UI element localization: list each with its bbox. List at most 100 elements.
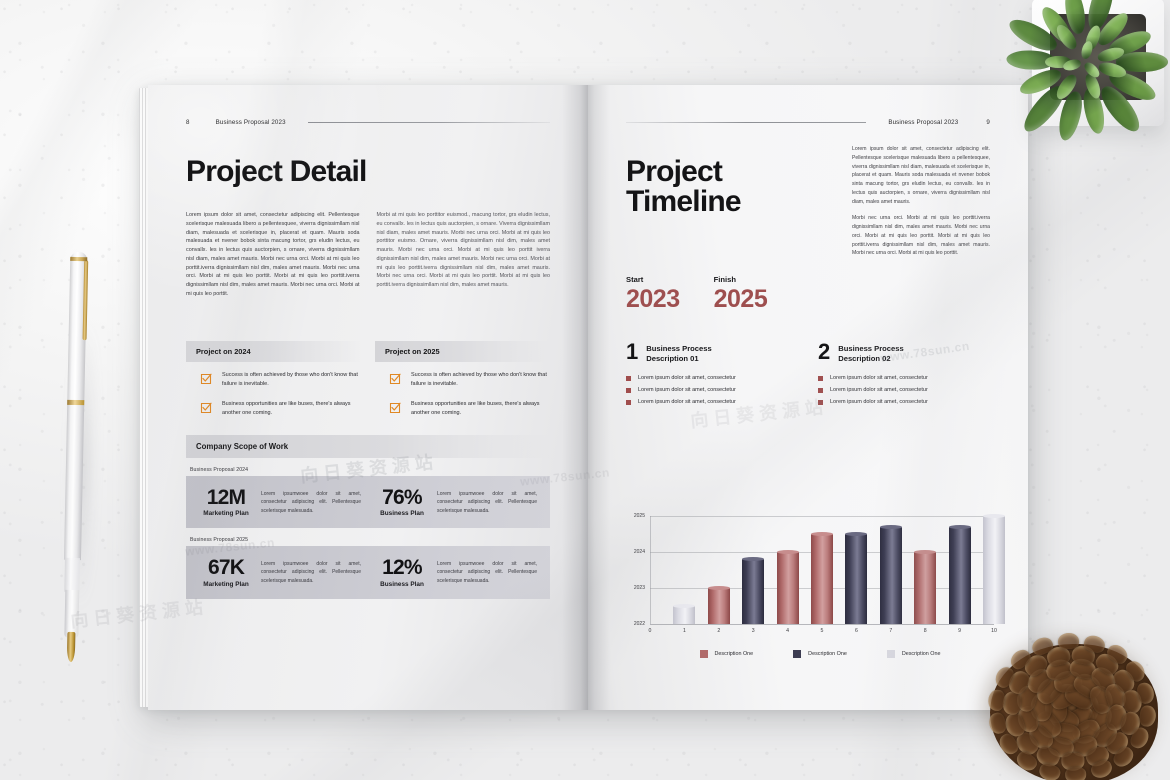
square-bullet-icon [818, 399, 823, 405]
chart-legend-label: Description One [808, 651, 847, 657]
stat-caption: Marketing Plan [203, 580, 249, 588]
chart-plot-area: 2022 2023 2024 2025 [634, 513, 1005, 627]
chart-gridline [650, 516, 994, 517]
process-bullet-text: Lorem ipsum dolor sit amet, consectetur [830, 387, 928, 394]
start-label: Start [626, 275, 644, 284]
chart-bar-cap [776, 550, 799, 554]
chart-y-axis [650, 516, 651, 624]
chart-bars [650, 514, 1005, 624]
left-header-rule [307, 121, 550, 123]
chart-x-tick-label: 6 [854, 628, 858, 634]
start-year: 2023 [626, 285, 680, 313]
square-bullet-icon [818, 375, 823, 381]
chart-bar [673, 604, 696, 624]
chart-x-tick-label: 0 [648, 628, 652, 634]
left-intro-column-2: Morbi at mi quis leo porttitor euismod.,… [376, 212, 551, 288]
right-page: Business Proposal 2023 9 Project Timelin… [588, 85, 1028, 710]
process-bullet-text: Lorem ipsum dolor sit amet, consectetur [638, 387, 736, 394]
chart-bar-cap [845, 532, 868, 536]
process-title-line1: Business Process [838, 344, 904, 353]
chart-x-tick-label: 5 [820, 628, 824, 634]
stat-group-label: Business Proposal 2024 [190, 467, 249, 474]
finish-date-block: Finish 2025 [714, 275, 768, 312]
chart-x-tick-label: 1 [682, 628, 686, 634]
checkbox-check-icon [389, 372, 401, 384]
timeline-side-text: Lorem ipsum dolor sit amet, consectetur … [852, 145, 990, 312]
chart-bar [914, 550, 937, 624]
chart-bar [707, 586, 730, 624]
pine-cone-scale [1064, 766, 1087, 780]
chart-y-tick-label: 2023 [633, 585, 645, 591]
right-page-number: 9 [986, 118, 990, 126]
check-item-text: Business opportunities are like buses, t… [222, 400, 351, 417]
business-process-2: 2 Business Process Description 02 Lorem … [818, 340, 990, 411]
stat-cell: 76% Business Plan Lorem ipsumwoee dolor … [368, 487, 544, 518]
project-panel-2024: Project on 2024 Success is often achieve… [186, 340, 361, 430]
chart-bar [948, 524, 971, 624]
process-bullet: Lorem ipsum dolor sit amet, consectetur [626, 387, 798, 393]
stat-description: Lorem ipsumwoee dolor sit amet, consecte… [437, 561, 537, 584]
chart-y-tick-label: 2024 [633, 549, 645, 555]
left-page-number: 8 [186, 118, 190, 126]
check-item-text: Success is often achieved by those who d… [222, 371, 358, 387]
square-bullet-icon [626, 375, 631, 381]
stat-band: 67K Marketing Plan Lorem ipsumwoee dolor… [186, 546, 550, 599]
pine-cone-scale [1057, 632, 1080, 650]
chart-bar-cap [983, 514, 1005, 518]
process-bullet-list: Lorem ipsum dolor sit amet, consectetur … [818, 375, 990, 405]
chart-legend-label: Description One [714, 651, 754, 657]
succulent-plant [986, 0, 1170, 188]
chart-x-axis: 0 1 2 3 4 5 6 7 8 9 10 [648, 624, 997, 638]
process-bullet-text: Lorem ipsum dolor sit amet, consectetur [638, 375, 736, 382]
chart-legend-label: Description One [901, 651, 941, 657]
panel-heading: Project on 2024 [186, 340, 361, 362]
side-paragraph-1: Lorem ipsum dolor sit amet, consectetur … [852, 146, 990, 205]
chart-bar [879, 524, 902, 624]
timeline-left-column: Project Timeline Start 2023 Finish 2025 [626, 145, 836, 312]
left-page-title: Project Detail [186, 155, 367, 188]
chart-legend-item: Description One [886, 650, 941, 658]
chart-bar [845, 532, 868, 624]
pine-cone [984, 630, 1170, 780]
process-bullet: Lorem ipsum dolor sit amet, consectetur [818, 399, 990, 405]
left-running-title: Business Proposal 2023 [215, 118, 286, 126]
right-running-title: Business Proposal 2023 [888, 118, 959, 126]
process-bullet-text: Lorem ipsum dolor sit amet, consectetur [830, 399, 928, 406]
chart-bar [742, 557, 765, 624]
stat-group-label: Business Proposal 2025 [190, 537, 249, 544]
chart-x-tick-label: 2 [717, 628, 721, 634]
stat-number: 67K [207, 556, 245, 580]
check-item: Business opportunities are like buses, t… [200, 400, 361, 418]
chart-y-tick-label: 2022 [633, 621, 645, 627]
panel-heading: Project on 2025 [375, 340, 550, 362]
finish-year: 2025 [713, 285, 768, 313]
process-bullet-text: Lorem ipsum dolor sit amet, consectetur [830, 375, 928, 382]
stat-caption: Business Plan [380, 580, 424, 588]
page-edge-stack [139, 88, 149, 707]
process-bullet: Lorem ipsum dolor sit amet, consectetur [626, 375, 798, 381]
check-item-text: Business opportunities are like buses, t… [411, 400, 540, 417]
stat-description: Lorem ipsumwoee dolor sit amet, consecte… [261, 561, 361, 584]
stat-caption: Business Plan [380, 510, 424, 518]
side-paragraph-2: Morbi nec urna orci. Morbi at mi quis le… [852, 215, 990, 257]
check-item: Business opportunities are like buses, t… [389, 400, 550, 418]
right-page-title: Project Timeline [626, 155, 742, 218]
panel-check-list: Success is often achieved by those who d… [375, 362, 550, 419]
stat-cell: 12% Business Plan Lorem ipsumwoee dolor … [368, 557, 544, 588]
square-bullet-icon [626, 387, 631, 393]
chart-x-tick-label: 8 [923, 628, 927, 634]
process-bullet: Lorem ipsum dolor sit amet, consectetur [626, 399, 798, 405]
process-bullet-list: Lorem ipsum dolor sit amet, consectetur … [626, 375, 798, 405]
process-bullet: Lorem ipsum dolor sit amet, consectetur [818, 387, 990, 393]
square-bullet-icon [626, 399, 631, 405]
stat-cell: 12M Marketing Plan Lorem ipsumwoee dolor… [192, 487, 368, 518]
checkbox-check-icon [200, 401, 212, 414]
chart-bar-cap [914, 550, 937, 554]
check-item: Success is often achieved by those who d… [200, 371, 361, 389]
stat-description: Lorem ipsumwoee dolor sit amet, consecte… [261, 491, 361, 514]
timeline-bar-chart: 2022 2023 2024 2025 0 1 2 3 4 5 6 7 8 9 10 Descriptio… [626, 513, 1005, 676]
left-page: 8 Business Proposal 2023 Project Detail … [148, 85, 588, 710]
chart-bar-cap [707, 586, 730, 590]
chart-legend-item: Description One [699, 650, 754, 658]
